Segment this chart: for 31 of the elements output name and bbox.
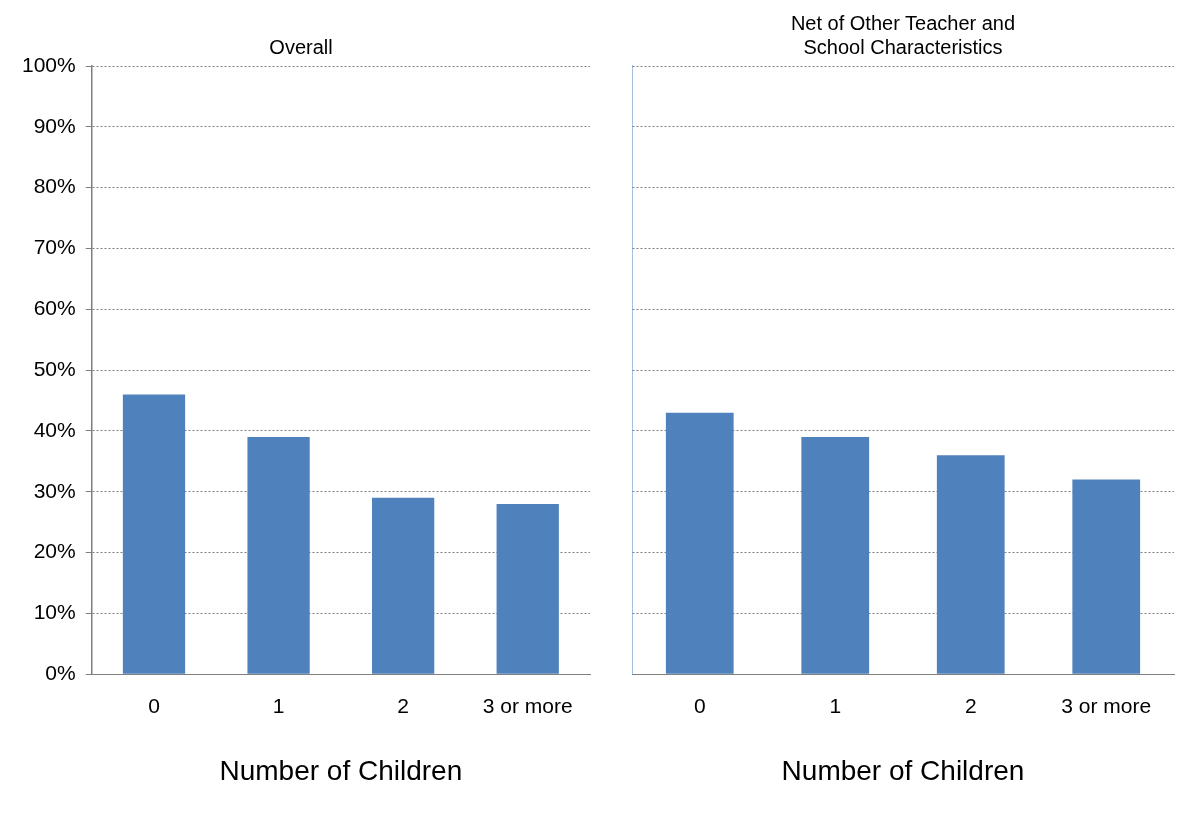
x-axis-title: Number of Children [781,754,1025,786]
bar [801,437,870,674]
chart-title: Net of Other Teacher and School Characteristics [790,11,1016,58]
bar [122,394,186,674]
bar [665,412,734,674]
y-tick-label: 20% [33,539,76,563]
y-tick-label: 30% [33,478,76,502]
y-tick-label: 50% [33,356,76,380]
bar [372,497,435,674]
x-tick-label: 3 or more [482,693,573,717]
bar [496,503,559,674]
x-tick-label: 0 [693,693,706,717]
x-tick-label: 1 [829,693,842,717]
y-tick-label: 10% [33,600,76,624]
x-axis-title: Number of Children [219,754,463,786]
x-tick-label: 2 [964,693,977,717]
x-tick-label: 2 [397,693,409,717]
x-tick-label: 1 [272,693,285,717]
chart-title: Overall [269,35,333,58]
y-tick-label: 80% [33,174,76,198]
y-tick-label: 70% [33,235,76,259]
y-tick-label: 40% [33,417,76,441]
bar [247,437,310,674]
x-tick-label: 3 or more [1061,693,1152,717]
y-tick-label: 60% [33,296,76,320]
y-tick-label: 100% [21,52,76,76]
bar [936,455,1005,674]
y-tick-label: 0% [45,661,76,684]
y-tick-label: 90% [33,113,76,137]
bar [1072,479,1141,674]
x-tick-label: 0 [148,693,160,717]
